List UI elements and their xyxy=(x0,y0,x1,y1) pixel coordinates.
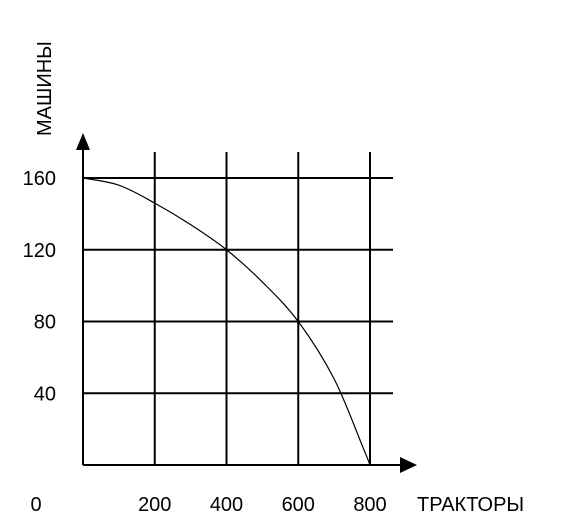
y-tick-label-80: 80 xyxy=(34,312,56,334)
y-tick-label-120: 120 xyxy=(23,240,56,262)
tick-labels: 0 200 400 600 800 40 80 120 160 xyxy=(23,168,387,516)
x-axis-arrow xyxy=(400,457,417,473)
y-tick-label-160: 160 xyxy=(23,168,56,190)
x-tick-label-800: 800 xyxy=(353,494,386,516)
y-axis-title: МАШИНЫ xyxy=(34,41,56,136)
x-tick-label-200: 200 xyxy=(138,494,171,516)
grid xyxy=(83,152,393,465)
curve-layer xyxy=(82,177,371,466)
x-tick-label-400: 400 xyxy=(210,494,243,516)
axes xyxy=(76,133,417,473)
x-axis-title: ТРАКТОРЫ xyxy=(417,494,524,516)
x-tick-label-600: 600 xyxy=(282,494,315,516)
y-axis-arrow xyxy=(76,133,90,150)
series-line-0 xyxy=(82,177,371,466)
x-tick-label-0: 0 xyxy=(30,494,41,516)
y-tick-label-40: 40 xyxy=(34,383,56,405)
